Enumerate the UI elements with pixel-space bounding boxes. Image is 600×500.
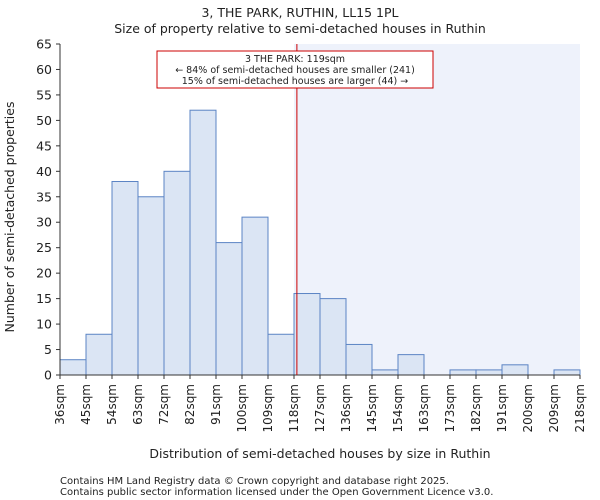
bar (241, 216, 269, 376)
y-tick-label: 65 (36, 37, 52, 52)
x-tick-label: 82sqm (183, 384, 197, 425)
bar (59, 359, 87, 376)
x-tick-label: 191sqm (495, 384, 509, 432)
annotation-border (156, 50, 434, 89)
y-tick-label: 30 (36, 215, 52, 230)
y-tick-label: 50 (36, 113, 52, 128)
x-tick-label: 72sqm (157, 384, 171, 425)
x-tick-label: 218sqm (573, 384, 587, 432)
y-tick-label: 35 (36, 189, 52, 204)
annotation-line1: 3 THE PARK: 119sqm (245, 54, 345, 65)
y-tick-label: 15 (36, 291, 52, 306)
bar (85, 333, 113, 376)
footer-line1: Contains HM Land Registry data © Crown c… (60, 476, 449, 487)
y-tick-label: 25 (36, 240, 52, 255)
y-ticks-group: 0 5 10 15 20 25 30 35 40 45 50 55 60 65 (36, 37, 60, 383)
bar (475, 369, 503, 376)
x-tick-label: 109sqm (261, 384, 275, 432)
annotation-line3: 15% of semi-detached houses are larger (… (182, 76, 409, 87)
x-tick-label: 163sqm (417, 384, 431, 432)
bar (397, 354, 425, 376)
x-tick-label: 45sqm (79, 384, 93, 425)
bar (293, 293, 321, 376)
y-tick-label: 0 (44, 368, 52, 383)
bar (319, 298, 347, 376)
annotation-line2: ← 84% of semi-detached houses are smalle… (175, 65, 415, 76)
x-tick-label: 173sqm (443, 384, 457, 432)
x-tick-label: 200sqm (521, 384, 535, 432)
y-tick-label: 20 (36, 266, 52, 281)
x-tick-label: 63sqm (131, 384, 145, 425)
bar (501, 364, 529, 376)
y-axis-label: Number of semi-detached properties (2, 102, 17, 333)
x-tick-label: 100sqm (235, 384, 249, 432)
bar (267, 333, 295, 376)
chart-title-line2: Size of property relative to semi-detach… (114, 21, 486, 36)
x-tick-label: 91sqm (209, 384, 223, 425)
footer-line2: Contains public sector information licen… (60, 487, 493, 498)
x-tick-label: 145sqm (365, 384, 379, 432)
bar (137, 196, 165, 376)
bar (189, 109, 217, 376)
y-tick-label: 5 (44, 342, 52, 357)
y-tick-label: 40 (36, 164, 52, 179)
bar (163, 170, 191, 376)
x-tick-label: 182sqm (469, 384, 483, 432)
x-tick-label: 54sqm (105, 384, 119, 425)
x-axis-label: Distribution of semi-detached houses by … (149, 446, 490, 461)
bar (553, 369, 581, 376)
x-tick-label: 209sqm (547, 384, 561, 432)
y-tick-label: 55 (36, 87, 52, 102)
chart-title-line1: 3, THE PARK, RUTHIN, LL15 1PL (201, 5, 398, 20)
bar (449, 369, 477, 376)
y-tick-label: 10 (36, 317, 52, 332)
annotation-box: 3 THE PARK: 119sqm ← 84% of semi-detache… (156, 50, 434, 89)
x-tick-label: 36sqm (53, 384, 67, 425)
x-tick-label: 154sqm (391, 384, 405, 432)
bar (345, 343, 373, 376)
bar (111, 180, 139, 376)
x-tick-label: 127sqm (313, 384, 327, 432)
x-ticks-group: 36sqm 45sqm 54sqm 63sqm 72sqm 82sqm 91sqm 100sq… (53, 375, 587, 432)
bars-group (59, 109, 581, 376)
y-tick-label: 45 (36, 138, 52, 153)
bar (371, 369, 399, 376)
bar (215, 242, 243, 376)
x-tick-label: 118sqm (287, 384, 301, 432)
y-tick-label: 60 (36, 62, 52, 77)
x-tick-label: 136sqm (339, 384, 353, 432)
